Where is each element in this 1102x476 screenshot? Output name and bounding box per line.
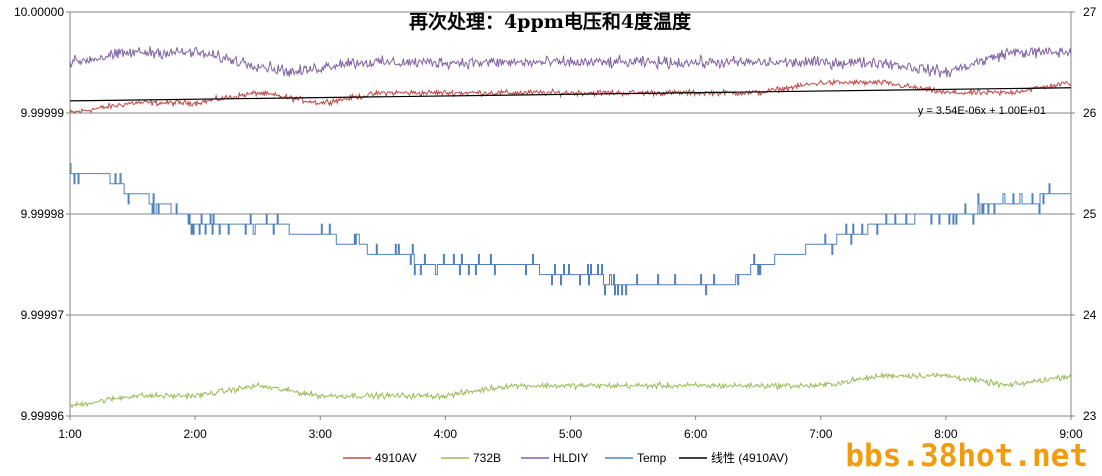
x-tick-label: 8:00 (934, 427, 958, 441)
series-line-4910av (69, 78, 1072, 114)
y-left-tick-label: 9.99997 (21, 308, 65, 322)
legend-label: 732B (473, 451, 501, 465)
axes (66, 11, 1075, 420)
x-tick-label: 3:00 (309, 427, 333, 441)
y-left-tick-label: 9.99998 (21, 207, 65, 221)
legend-label: Temp (637, 451, 667, 465)
legend: 4910AV 732B HLDIY Temp 线性 (4910AV) (343, 451, 788, 465)
trendline-4910av (69, 87, 1072, 102)
x-tick-label: 6:00 (684, 427, 708, 441)
legend-label: 线性 (4910AV) (711, 451, 788, 465)
x-tick-label: 2:00 (183, 427, 207, 441)
y-right-tick-label: 25 (1083, 207, 1097, 221)
y-right-tick-label: 23 (1083, 409, 1097, 423)
x-tick-label: 1:00 (58, 427, 82, 441)
y-left-tick-label: 9.99999 (21, 106, 65, 120)
watermark: bbs.38hot.net (845, 438, 1088, 474)
x-tick-label: 7:00 (809, 427, 833, 441)
y-left-tick-label: 9.99996 (21, 409, 65, 423)
series-line-hldiy (69, 46, 1072, 78)
legend-label: HLDIY (553, 451, 588, 465)
series-layer (69, 46, 1072, 409)
y-left-tick-label: 10.00000 (14, 5, 64, 19)
legend-label: 4910AV (375, 451, 417, 465)
tick-labels: 10.00000 9.99999 9.99998 9.99997 9.99996 27 26… (14, 5, 1097, 441)
x-tick-label: 4:00 (434, 427, 458, 441)
series-line-temp (70, 163, 1071, 296)
y-right-tick-label: 24 (1083, 308, 1097, 322)
y-right-tick-label: 26 (1083, 106, 1097, 120)
chart-title: 再次处理：4ppm电压和4度温度 (409, 10, 692, 33)
trendline-equation: y = 3.54E-06x + 1.00E+01 (918, 105, 1046, 117)
x-tick-label: 5:00 (559, 427, 583, 441)
series-line-732b (69, 371, 1072, 409)
x-tick-label: 9:00 (1059, 427, 1083, 441)
y-right-tick-label: 27 (1083, 5, 1097, 19)
